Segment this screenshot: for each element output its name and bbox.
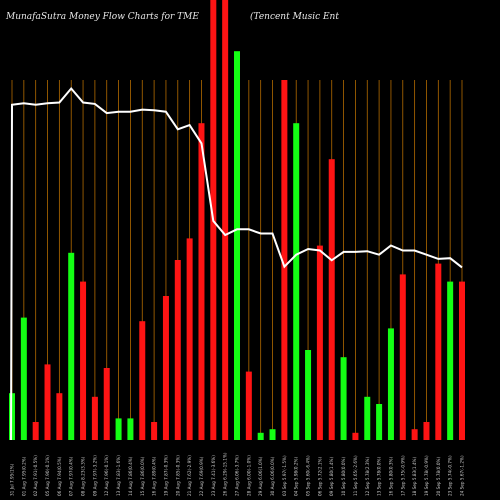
x-axis-labels: 31 Jul 7.95(1%) 01 Aug 7.95(0.2%) 02 Aug 7…: [10, 452, 465, 496]
bar: [56, 393, 63, 440]
bar: [316, 245, 323, 440]
x-tick-label: 22 Aug 7.69(0.9%): [199, 456, 204, 496]
bar: [80, 281, 87, 440]
bar: [328, 159, 335, 440]
bar: [186, 238, 193, 440]
bar: [447, 281, 454, 440]
bar: [103, 368, 110, 440]
x-tick-label: 19 Sep 5.78(-0.9%): [424, 455, 429, 496]
bar: [222, 0, 229, 440]
bar: [281, 80, 288, 440]
bar: [174, 260, 181, 440]
x-tick-label: 03 Sep 5.97(-1.5%): [282, 455, 287, 496]
x-tick-label: 05 Aug 7.90(-0.1%): [45, 455, 50, 496]
x-tick-label: 01 Aug 7.95(0.2%): [21, 456, 26, 496]
bar: [139, 321, 146, 440]
bar: [68, 252, 75, 440]
x-tick-label: 26 Aug 6.29(-15.1%): [223, 452, 228, 496]
bar: [387, 328, 394, 440]
chart-title: MunafaSutra Money Flow Charts for TME: [6, 12, 199, 22]
x-tick-label: 07 Aug 7.97(0.4%): [69, 456, 74, 496]
price-line: [10, 86, 463, 441]
x-tick-label: 15 Aug 7.86(0.0%): [140, 456, 145, 496]
bar: [435, 263, 442, 440]
bar: [340, 357, 347, 440]
x-tick-label: 09 Sep 5.80(1.4%): [329, 457, 334, 496]
bar: [411, 429, 418, 440]
bar: [458, 281, 465, 440]
bar: [115, 418, 122, 440]
x-tick-label: 06 Sep 5.72(2.1%): [317, 457, 322, 496]
x-tick-label: 10 Sep 5.80(0.0%): [341, 457, 346, 496]
company-name: (Tencent Music Ent: [250, 12, 339, 22]
x-tick-label: 20 Sep 5.78(0.0%): [436, 457, 441, 496]
x-tick-label: 29 Aug 6.06(1.0%): [258, 456, 263, 496]
bar: [423, 422, 430, 440]
x-tick-label: 08 Aug 8.23(3.3%): [81, 456, 86, 496]
bars: [9, 0, 465, 440]
x-tick-label: 12 Sep 5.78(2.3%): [365, 457, 370, 496]
x-tick-label: 30 Aug 6.06(0.0%): [270, 456, 275, 496]
x-tick-label: 21 Aug 7.62(-2.9%): [187, 455, 192, 496]
x-tick-label: 14 Aug 7.86(0.4%): [128, 456, 133, 496]
x-tick-label: 23 Sep 5.74(-0.7%): [448, 455, 453, 496]
bar: [293, 123, 300, 440]
x-tick-label: 16 Sep 5.80(0.3%): [388, 457, 393, 496]
bar: [269, 429, 276, 440]
x-tick-label: 28 Aug 6.00(-1.0%): [246, 455, 251, 496]
bar: [399, 274, 406, 440]
x-tick-label: 17 Sep 5.75(-0.9%): [400, 455, 405, 496]
x-tick-label: 19 Aug 7.87(-0.3%): [163, 455, 168, 496]
bar: [245, 371, 252, 440]
bar: [151, 422, 158, 440]
x-tick-label: 24 Sep 5.67(-1.2%): [459, 455, 464, 496]
x-tick-label: 11 Sep 5.65(-2.6%): [353, 455, 358, 496]
x-tick-label: 02 Aug 7.91(-0.5%): [33, 455, 38, 496]
x-tick-label: 31 Jul 7.95(1%): [10, 463, 15, 496]
x-tick-label: 16 Aug 7.89(0.4%): [152, 456, 157, 496]
bar: [20, 317, 27, 440]
bar: [44, 364, 51, 440]
bar: [198, 123, 205, 440]
bar: [352, 432, 359, 440]
bar: [305, 350, 312, 440]
x-tick-label: 12 Aug 7.96(-0.1%): [104, 455, 109, 496]
bar: [162, 296, 169, 440]
x-tick-label: 05 Sep 5.60(-6.4%): [306, 455, 311, 496]
price-line-path: [10, 86, 463, 441]
x-tick-label: 20 Aug 7.85(-0.3%): [175, 455, 180, 496]
bar: [32, 422, 39, 440]
bar: [127, 418, 134, 440]
x-tick-label: 09 Aug 7.97(-3.2%): [92, 455, 97, 496]
x-tick-label: 13 Sep 5.78(0.0%): [377, 457, 382, 496]
x-tick-label: 23 Aug 7.41(-3.6%): [211, 455, 216, 496]
bar: [376, 404, 383, 440]
x-tick-label: 04 Sep 5.98(0.2%): [294, 457, 299, 496]
x-tick-label: 06 Aug 7.94(0.5%): [57, 456, 62, 496]
bar: [257, 432, 264, 440]
x-tick-label: 13 Aug 7.83(-1.6%): [116, 455, 121, 496]
bar: [233, 51, 240, 440]
x-tick-label: 18 Sep 5.83(1.4%): [412, 457, 417, 496]
bar: [91, 396, 98, 440]
x-tick-label: 27 Aug 6.06(-3.7%): [234, 455, 239, 496]
bar: [364, 396, 371, 440]
